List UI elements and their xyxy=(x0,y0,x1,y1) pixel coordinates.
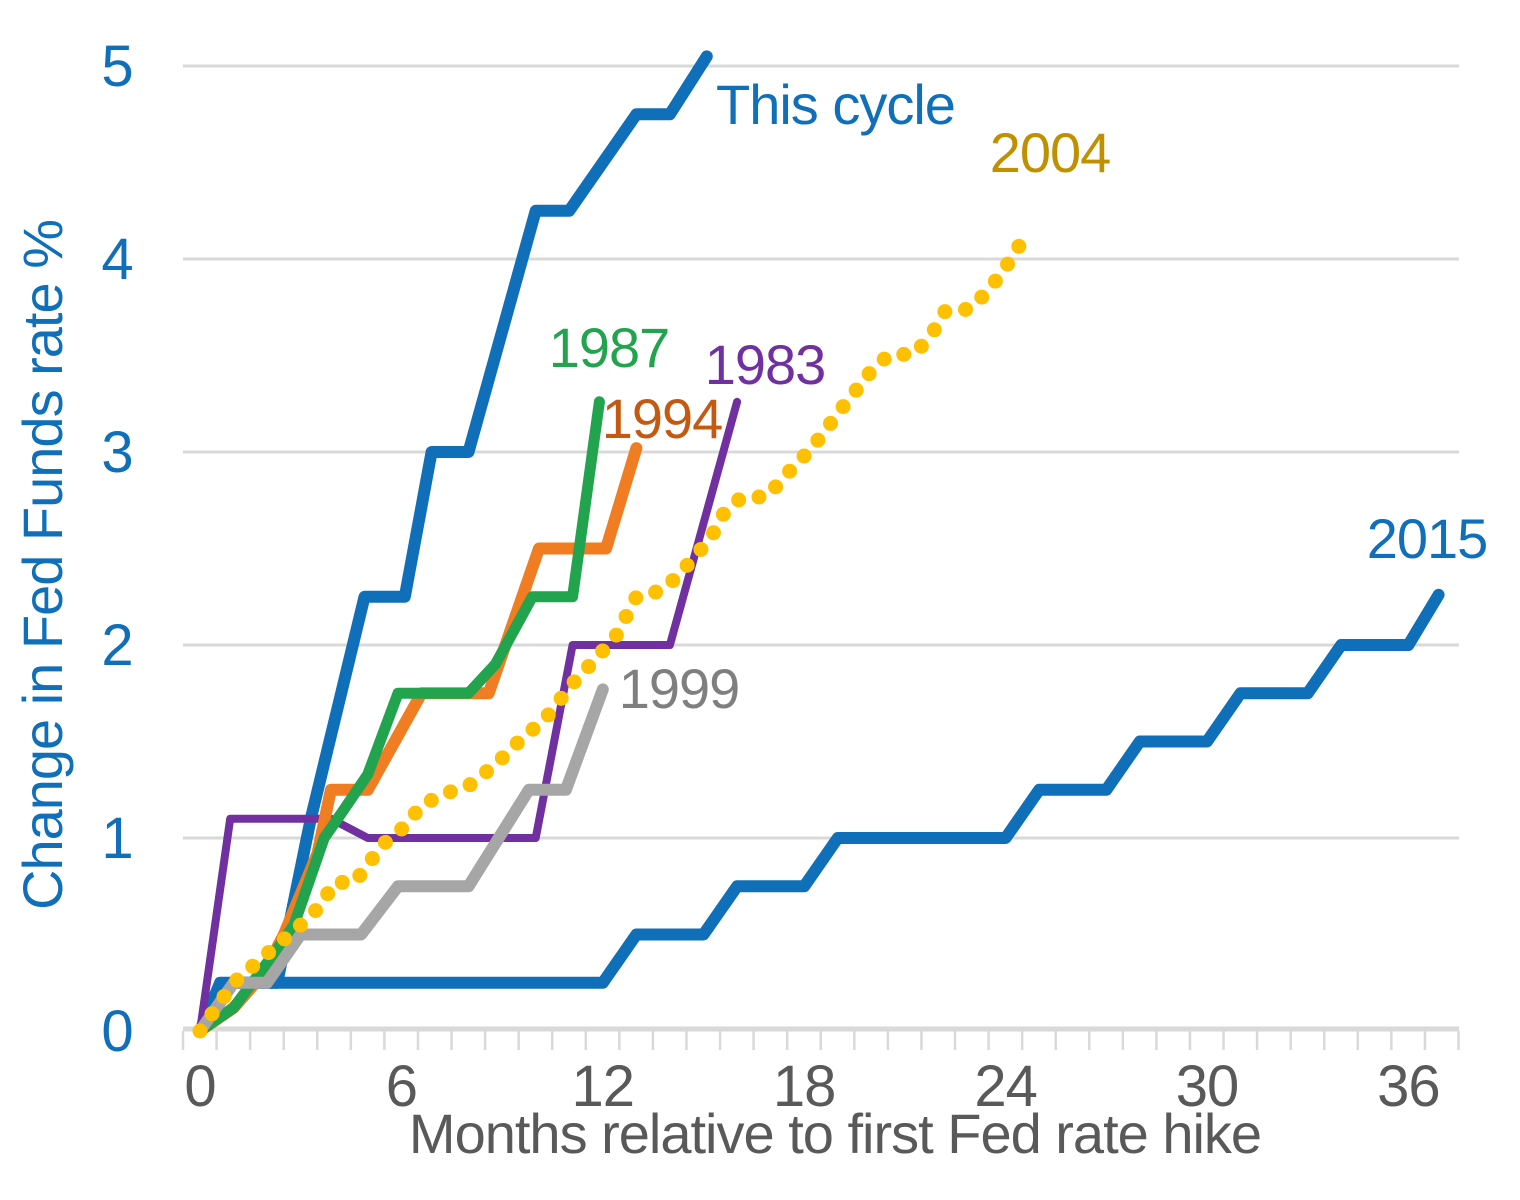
series-1987-line xyxy=(194,396,605,1037)
x-tick-label-24: 24 xyxy=(974,1054,1037,1119)
series-2015-label: 2015 xyxy=(1367,507,1488,570)
series-1999-line xyxy=(194,683,609,1037)
series-this-cycle-label: This cycle xyxy=(716,73,955,136)
x-axis-title: Months relative to first Fed rate hike xyxy=(409,1102,1261,1165)
y-tick-label-1: 1 xyxy=(101,806,132,871)
series-1994-label: 1994 xyxy=(602,387,723,450)
series-1983-label: 1983 xyxy=(705,333,826,396)
series-1999-label: 1999 xyxy=(619,657,740,720)
series-2004-label: 2004 xyxy=(990,121,1111,184)
y-tick-label-2: 2 xyxy=(101,613,132,678)
x-tick-label-6: 6 xyxy=(386,1054,417,1119)
y-tick-label-5: 5 xyxy=(101,34,132,99)
y-tick-label-0: 0 xyxy=(101,999,132,1064)
y-tick-label-4: 4 xyxy=(101,227,132,292)
x-tick-label-36: 36 xyxy=(1377,1054,1440,1119)
series-1987-label: 1987 xyxy=(549,316,670,379)
x-tick-label-18: 18 xyxy=(773,1054,836,1119)
x-tick-label-12: 12 xyxy=(572,1054,635,1119)
series-1983-line xyxy=(196,397,742,1035)
x-tick-label-0: 0 xyxy=(184,1054,215,1119)
x-tick-label-30: 30 xyxy=(1176,1054,1239,1119)
series-2015-line xyxy=(194,588,1445,1037)
series-2004-line xyxy=(192,222,1037,1039)
y-axis-title: Change in Fed Funds rate % xyxy=(11,220,74,910)
y-tick-label-3: 3 xyxy=(101,420,132,485)
